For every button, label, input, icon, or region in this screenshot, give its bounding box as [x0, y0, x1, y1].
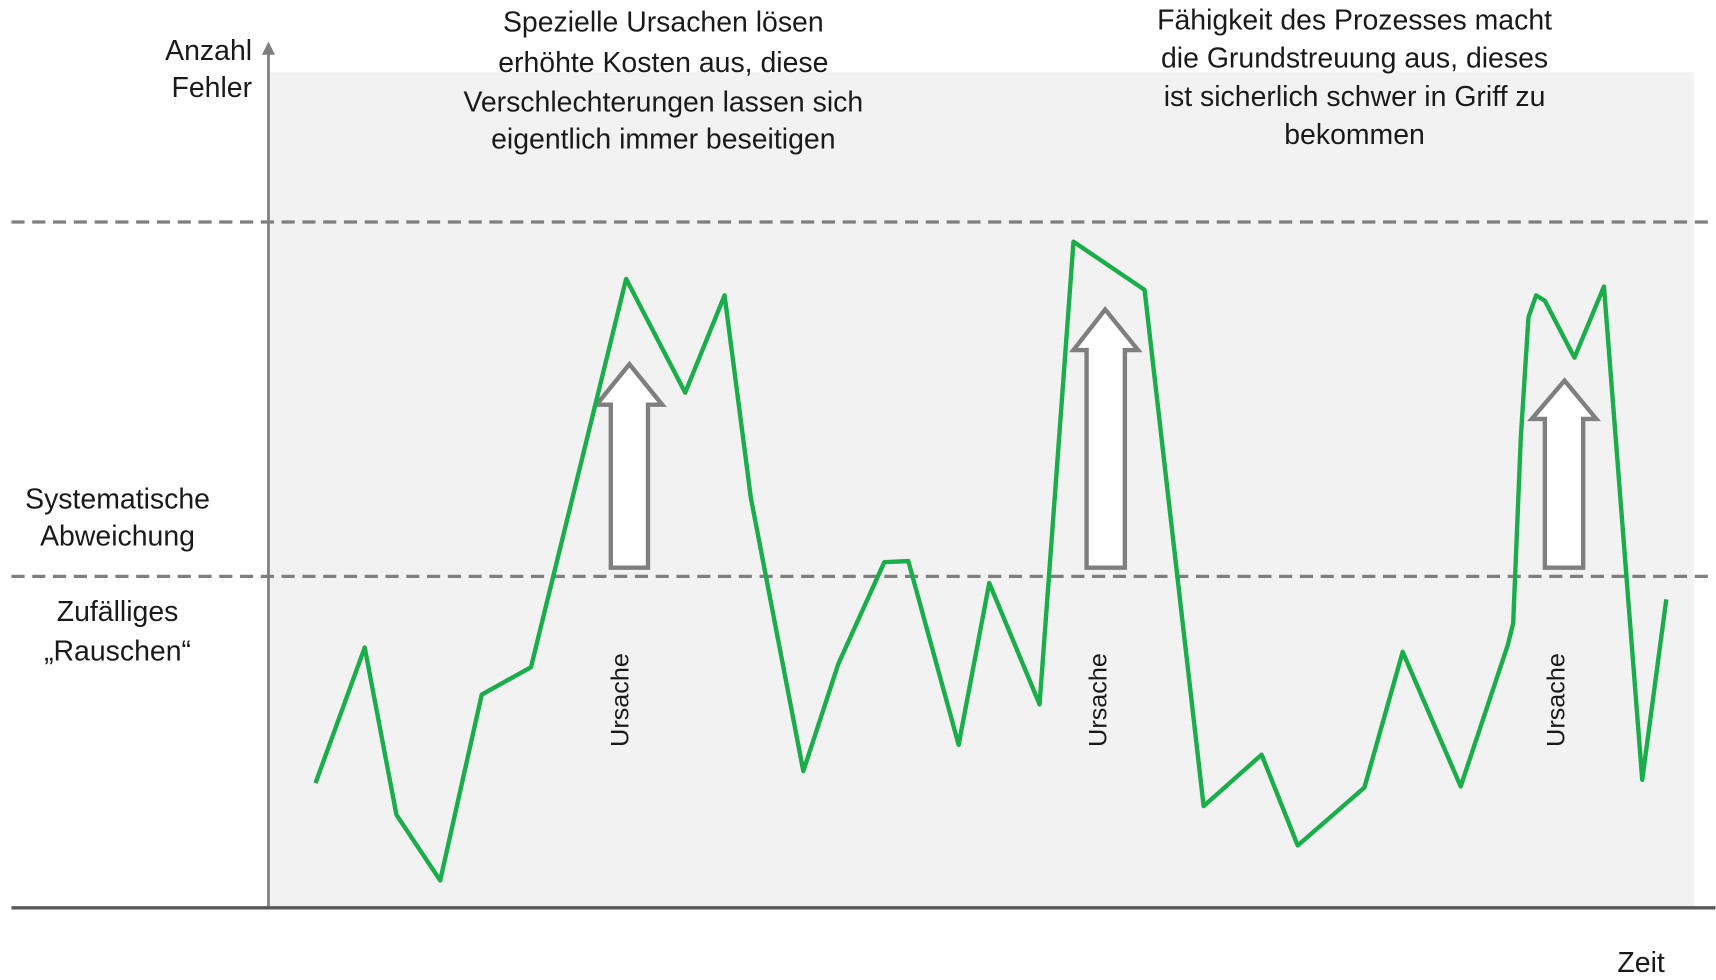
annotation: bekommen — [1284, 119, 1425, 151]
cause-arrow — [592, 360, 667, 570]
y-axis-arrow — [261, 41, 276, 55]
annotation: eigentlich immer beseitigen — [491, 124, 835, 156]
level-label: Abweichung — [40, 521, 195, 553]
y-axis-label: Fehler — [172, 72, 253, 104]
annotation: die Grundstreuung aus, dieses — [1161, 43, 1548, 75]
y-axis-label: Anzahl — [165, 35, 252, 67]
annotation: Verschlechterungen lassen sich — [463, 86, 863, 118]
cause-label: Ursache — [606, 653, 634, 747]
x-axis-label: Zeit — [1617, 947, 1664, 979]
process-line — [313, 239, 1669, 883]
annotation: Fähigkeit des Prozesses macht — [1157, 4, 1552, 36]
level-label: Systematische — [25, 483, 210, 515]
plot-background — [268, 72, 1694, 908]
cause-label: Ursache — [1543, 653, 1571, 747]
cause-arrow — [1526, 377, 1601, 570]
cause-arrow — [1068, 306, 1143, 570]
annotation: Spezielle Ursachen lösen — [503, 7, 824, 39]
cause-arrows — [592, 306, 1601, 570]
annotation: ist sicherlich schwer in Griff zu — [1164, 81, 1546, 113]
level-label: „Rauschen“ — [44, 635, 191, 667]
level-label: Zufälliges — [57, 596, 179, 628]
annotation: erhöhte Kosten aus, diese — [498, 47, 828, 79]
cause-label: Ursache — [1084, 653, 1112, 747]
